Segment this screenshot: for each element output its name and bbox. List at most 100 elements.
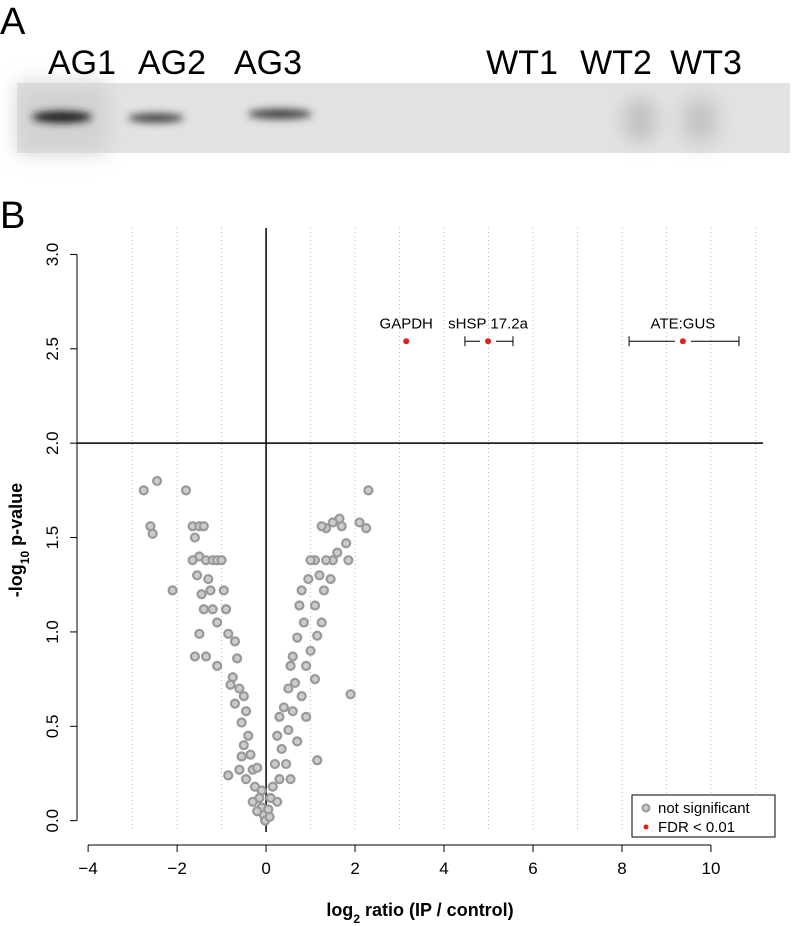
point: [256, 785, 267, 796]
point: [296, 690, 307, 702]
point: [403, 338, 410, 345]
y-axis-label-part: -log: [6, 564, 26, 597]
point: [345, 689, 356, 700]
x-tick-label: −2: [167, 859, 186, 878]
point: [245, 749, 256, 760]
x-tick-label: 2: [350, 859, 359, 878]
point: [212, 617, 223, 628]
point: [294, 600, 305, 611]
point: [229, 636, 241, 647]
point: [287, 651, 298, 662]
point: [316, 617, 327, 628]
point: [225, 679, 236, 690]
y-tick-label: 3.0: [43, 243, 62, 267]
x-tick-label: 0: [261, 859, 270, 878]
point: [303, 573, 314, 585]
error-bar: [628, 336, 740, 347]
point: [296, 585, 307, 596]
point: [151, 475, 163, 487]
point: [283, 724, 294, 736]
point: [285, 774, 296, 785]
y-tick-label: 2.0: [43, 431, 62, 455]
point: [274, 711, 285, 722]
point: [232, 653, 243, 664]
point: [236, 751, 247, 762]
point: [321, 555, 332, 566]
point: [264, 811, 275, 823]
point: [272, 796, 283, 807]
point: [223, 628, 234, 639]
point: [301, 711, 312, 722]
point: [361, 523, 372, 534]
point: [196, 589, 207, 600]
point: [236, 717, 247, 728]
panel-label: B: [0, 195, 25, 237]
point: [212, 660, 223, 672]
y-tick-label: 2.5: [43, 337, 62, 361]
x-axis-label-part: ratio (IP / control): [360, 900, 514, 920]
y-axis-label: -log10 p-value: [6, 483, 32, 597]
point: [252, 806, 263, 817]
blot: [17, 83, 790, 153]
point: [189, 532, 200, 543]
point: [312, 630, 323, 641]
lane-label: WT1: [486, 44, 558, 82]
point: [234, 764, 245, 775]
x-tick-label: 6: [528, 859, 537, 878]
point: [205, 585, 216, 596]
panel-label: A: [0, 1, 26, 43]
point: [305, 555, 316, 566]
point: [243, 730, 254, 741]
point: [240, 706, 252, 717]
point: [200, 651, 212, 662]
lane-label: WT2: [580, 44, 652, 82]
lane-label: AG3: [234, 44, 302, 82]
point: [180, 485, 192, 496]
lane-label: AG2: [138, 44, 206, 82]
y-axis-label-sub: 10: [18, 551, 32, 565]
x-tick-label: 8: [617, 859, 626, 878]
legend-box: [631, 794, 776, 838]
point: [267, 781, 278, 792]
point: [354, 517, 365, 528]
x-tick-label: 10: [701, 859, 720, 878]
x-tick-label: −4: [78, 859, 97, 878]
x-axis-label-sub: 2: [353, 912, 360, 926]
lane-label: WT3: [670, 44, 742, 82]
point: [167, 585, 178, 596]
error-bar: [464, 336, 514, 347]
point: [292, 632, 303, 643]
point: [325, 573, 336, 585]
point: [138, 485, 149, 496]
point: [187, 555, 198, 566]
point: [198, 521, 209, 532]
legend-marker: [641, 803, 651, 813]
point: [327, 517, 338, 528]
point-label: sHSP 17.2a: [448, 315, 528, 332]
point: [229, 698, 241, 709]
point: [363, 485, 374, 496]
legend-marker: [643, 824, 649, 830]
legend-label: not significant: [658, 800, 751, 817]
point: [332, 547, 343, 558]
point: [318, 585, 330, 596]
x-tick-label: 4: [439, 859, 448, 878]
point: [341, 538, 352, 549]
point: [220, 604, 232, 615]
y-axis-label-part: p-value: [6, 483, 26, 551]
point: [280, 758, 292, 770]
point: [272, 730, 283, 741]
legend-label: FDR < 0.01: [658, 819, 735, 836]
point: [309, 600, 321, 611]
point: [218, 585, 229, 596]
point: [238, 740, 249, 751]
y-tick-label: 0.5: [43, 714, 62, 738]
point: [192, 570, 203, 581]
point-label: GAPDH: [380, 315, 433, 332]
point: [207, 604, 218, 615]
point: [238, 690, 249, 702]
point: [285, 660, 296, 672]
point: [234, 683, 245, 694]
y-tick-label: 0.0: [43, 809, 62, 833]
